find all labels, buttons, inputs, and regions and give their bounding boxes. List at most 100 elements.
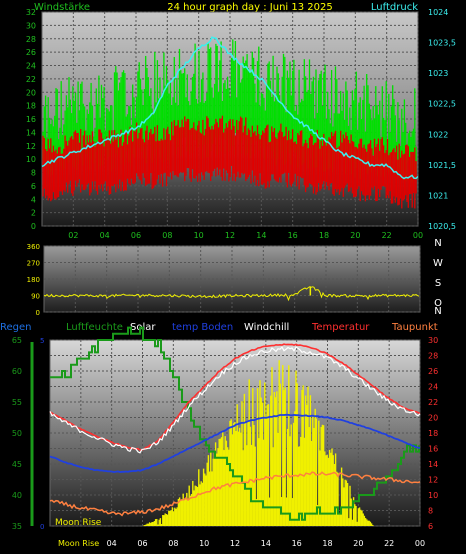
y-tick-label: 18 <box>26 102 36 111</box>
y-tick-label: 1020,5 <box>428 222 456 231</box>
y-ticks-inner-solar: 05 <box>40 337 44 531</box>
y-tick-label: 28 <box>26 35 36 44</box>
x-tick-label: 06 <box>137 539 147 548</box>
legend-luftfeuchte: Luftfeuchte <box>66 322 123 333</box>
legend-temp-boden: temp Boden <box>172 322 233 333</box>
y-tick-label: 20 <box>428 414 438 423</box>
x-tick-label: 18 <box>322 539 332 548</box>
series-taupunkt <box>49 471 421 517</box>
y-ticks-left-humidity: 35 40 45 50 55 60 65 <box>12 336 22 531</box>
x-tick-label: 18 <box>319 231 329 240</box>
x-tick-label: 10 <box>199 539 209 548</box>
y-tick-label: 60 <box>12 367 22 376</box>
chart-title: 24 hour graph day : Juni 13 2025 <box>167 2 333 13</box>
compass-label: W <box>433 258 443 269</box>
series-group-wind <box>41 36 419 209</box>
series-luftfeuchte <box>50 326 420 521</box>
y-tick-label: 1022 <box>428 130 448 139</box>
x-tick-label: 22 <box>384 539 394 548</box>
y-tick-label: 16 <box>26 115 36 124</box>
x-tick-label: 16 <box>292 539 302 548</box>
y-tick-label: 1023,5 <box>428 39 456 48</box>
y-tick-label: 0 <box>36 309 40 317</box>
y-tick-label: 4 <box>31 195 36 204</box>
series-windst-rke-mean <box>42 115 417 209</box>
y-tick-label: 10 <box>428 491 438 500</box>
x-tick-label: Moon Rise <box>58 539 99 548</box>
y-tick-label: 1022,5 <box>428 100 456 109</box>
x-tick-label: 08 <box>162 231 172 240</box>
y-tick-label: 12 <box>428 476 438 485</box>
x-tick-label: 08 <box>168 539 178 548</box>
x-tick-label: 14 <box>261 539 271 548</box>
legend-taupunkt: Taupunkt <box>391 322 438 333</box>
y-tick-label: 90 <box>31 293 40 301</box>
compass-label: N <box>434 306 441 317</box>
legend-regen: Regen <box>0 322 32 333</box>
x-tick-label: 00 <box>415 539 425 548</box>
x-tick-label: 12 <box>225 231 235 240</box>
y-tick-label: 32 <box>26 8 36 17</box>
x-ticks-climate: Moon Rise 04 06 08 10 12 14 16 18 20 22 00 <box>58 539 425 548</box>
y-tick-label: 6 <box>428 522 433 531</box>
y-tick-label: 22 <box>428 398 438 407</box>
y-tick-label: 8 <box>428 507 433 516</box>
y-tick-label: 360 <box>27 243 40 251</box>
y-tick-label: 26 <box>428 367 438 376</box>
y-tick-label: 55 <box>12 398 22 407</box>
series-luftdruck <box>41 36 419 180</box>
x-tick-label: 02 <box>68 231 78 240</box>
y-tick-label: 65 <box>12 336 22 345</box>
series-windchill <box>49 346 421 454</box>
x-tick-label: 20 <box>353 539 363 548</box>
y-tick-label: 30 <box>428 336 438 345</box>
y-tick-label: 10 <box>26 155 36 164</box>
y-tick-label: 5 <box>40 337 44 345</box>
y-tick-label: 0 <box>31 222 36 231</box>
y-ticks-right-temperature: 6 8 10 12 14 16 18 20 22 24 26 28 30 <box>428 336 438 531</box>
y-tick-label: 1024 <box>428 8 448 17</box>
y-tick-label: 40 <box>12 491 22 500</box>
y-tick-label: 24 <box>26 62 36 71</box>
y-tick-label: 1023 <box>428 69 448 78</box>
y-tick-label: 1021 <box>428 191 448 200</box>
y-tick-label: 28 <box>428 352 438 361</box>
series-group-climate <box>49 326 421 526</box>
right-axis-title: Luftdruck <box>371 2 418 13</box>
x-tick-label: 14 <box>256 231 266 240</box>
y-tick-label: 270 <box>27 260 40 268</box>
y-tick-label: 1021,5 <box>428 161 456 170</box>
y-tick-label: 20 <box>26 88 36 97</box>
y-tick-label: 35 <box>12 522 22 531</box>
moon-rise-label: Moon Rise <box>55 518 102 528</box>
y-tick-label: 26 <box>26 48 36 57</box>
y-tick-label: 30 <box>26 21 36 30</box>
legend-windchill: Windchill <box>244 322 289 333</box>
series-temp-boden <box>49 413 421 474</box>
legend-temperatur: Temperatur <box>311 322 370 333</box>
series-wind-direction <box>43 286 420 302</box>
y-tick-label: 6 <box>31 182 36 191</box>
x-tick-label: 16 <box>288 231 298 240</box>
compass-label: S <box>435 278 441 289</box>
x-tick-label: 04 <box>100 231 110 240</box>
left-axis-title: Windstärke <box>34 2 90 13</box>
y-tick-label: 45 <box>12 460 22 469</box>
y-tick-label: 14 <box>26 128 36 137</box>
y-tick-label: 22 <box>26 75 36 84</box>
series-temperatur <box>49 343 421 451</box>
x-tick-label: 06 <box>131 231 141 240</box>
x-tick-label: 20 <box>350 231 360 240</box>
x-tick-label: 12 <box>230 539 240 548</box>
y-tick-label: 0 <box>40 523 44 531</box>
x-tick-label: 00 <box>413 231 423 240</box>
y-tick-label: 50 <box>12 429 22 438</box>
y-tick-label: 14 <box>428 460 438 469</box>
y-tick-label: 8 <box>31 169 36 178</box>
compass-label: O <box>434 298 442 309</box>
y-tick-label: 2 <box>31 209 36 218</box>
x-tick-label: 04 <box>107 539 117 548</box>
